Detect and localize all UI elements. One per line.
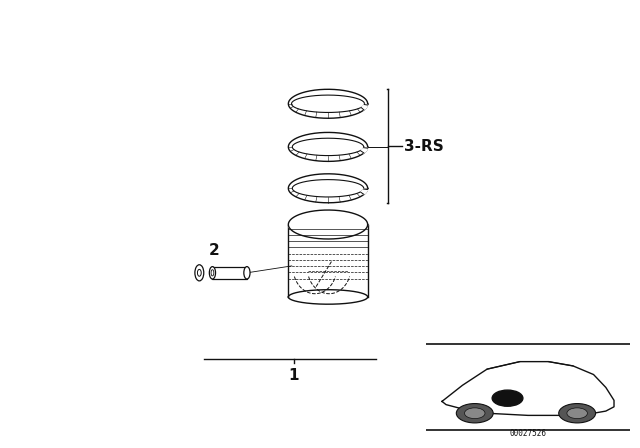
Ellipse shape — [465, 408, 485, 418]
Ellipse shape — [211, 270, 214, 276]
Polygon shape — [289, 224, 367, 304]
Ellipse shape — [195, 265, 204, 281]
Circle shape — [492, 390, 523, 406]
Polygon shape — [289, 210, 367, 239]
Polygon shape — [292, 138, 364, 155]
Polygon shape — [360, 189, 367, 194]
Ellipse shape — [244, 267, 250, 279]
Bar — [212, 267, 247, 279]
Polygon shape — [289, 133, 367, 161]
Ellipse shape — [559, 404, 596, 423]
Polygon shape — [292, 180, 364, 197]
Polygon shape — [442, 362, 614, 415]
Polygon shape — [291, 95, 365, 112]
Ellipse shape — [198, 269, 201, 276]
Polygon shape — [289, 89, 367, 118]
Text: 2: 2 — [209, 243, 220, 258]
Text: 1: 1 — [288, 368, 299, 383]
Text: 3-RS: 3-RS — [404, 138, 444, 154]
Polygon shape — [360, 148, 367, 153]
Ellipse shape — [209, 267, 216, 279]
Polygon shape — [289, 174, 367, 203]
Polygon shape — [361, 104, 367, 110]
Ellipse shape — [456, 404, 493, 423]
Ellipse shape — [567, 408, 588, 418]
Text: 00027526: 00027526 — [509, 429, 547, 438]
